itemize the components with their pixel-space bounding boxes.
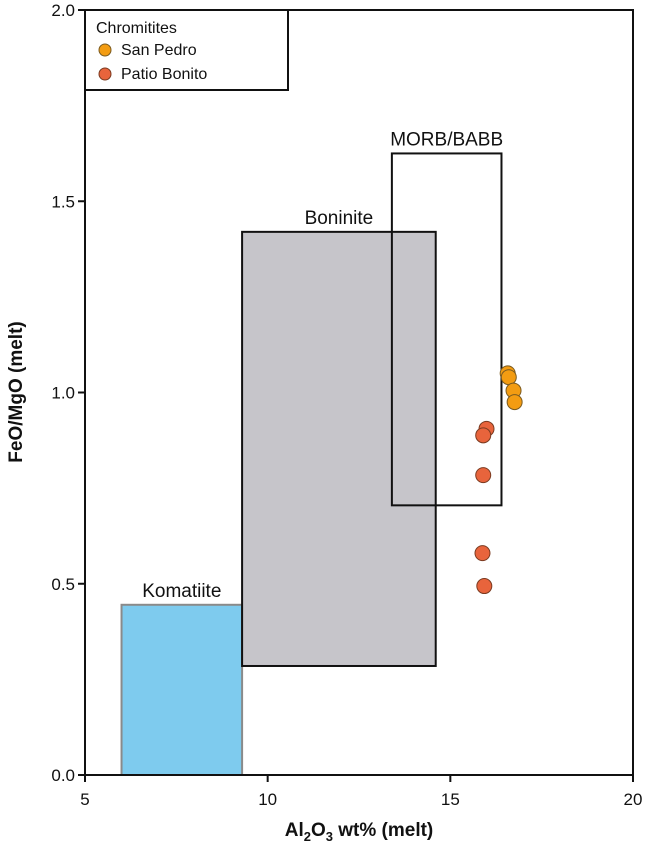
point-patio-bonito (476, 578, 493, 595)
legend-marker-san-pedro (98, 43, 112, 57)
y-tick-label: 0.5 (51, 575, 75, 594)
y-axis-label: FeO/MgO (melt) (6, 321, 27, 462)
legend-title: Chromitites (96, 20, 177, 37)
x-tick-label: 10 (258, 790, 277, 809)
field-label-boninite: Boninite (305, 208, 374, 229)
legend: Chromitites San Pedro Patio Bonito (84, 9, 289, 91)
legend-marker-patio-bonito (98, 67, 112, 81)
point-patio-bonito (474, 545, 491, 562)
x-tick-label: 20 (624, 790, 643, 809)
field-label-komatiite: Komatiite (142, 581, 221, 602)
x-tick-label: 15 (441, 790, 460, 809)
y-tick-label: 0.0 (51, 766, 75, 785)
y-tick-label: 1.0 (51, 384, 75, 403)
point-san-pedro (500, 369, 517, 386)
y-tick-label: 1.5 (51, 192, 75, 211)
legend-label-san-pedro: San Pedro (121, 42, 197, 59)
x-axis-label: Al2O3 wt% (melt) (285, 820, 434, 844)
point-patio-bonito (475, 427, 492, 444)
field-boninite (241, 230, 437, 667)
field-komatiite (120, 603, 244, 776)
y-tick-label: 2.0 (51, 1, 75, 20)
point-patio-bonito (475, 467, 492, 484)
field-morb-babb (390, 152, 503, 507)
legend-label-patio-bonito: Patio Bonito (121, 66, 207, 83)
point-san-pedro (506, 394, 523, 411)
x-tick-label: 5 (80, 790, 89, 809)
legend-box (84, 9, 289, 91)
field-label-morb-babb: MORB/BABB (390, 129, 503, 150)
